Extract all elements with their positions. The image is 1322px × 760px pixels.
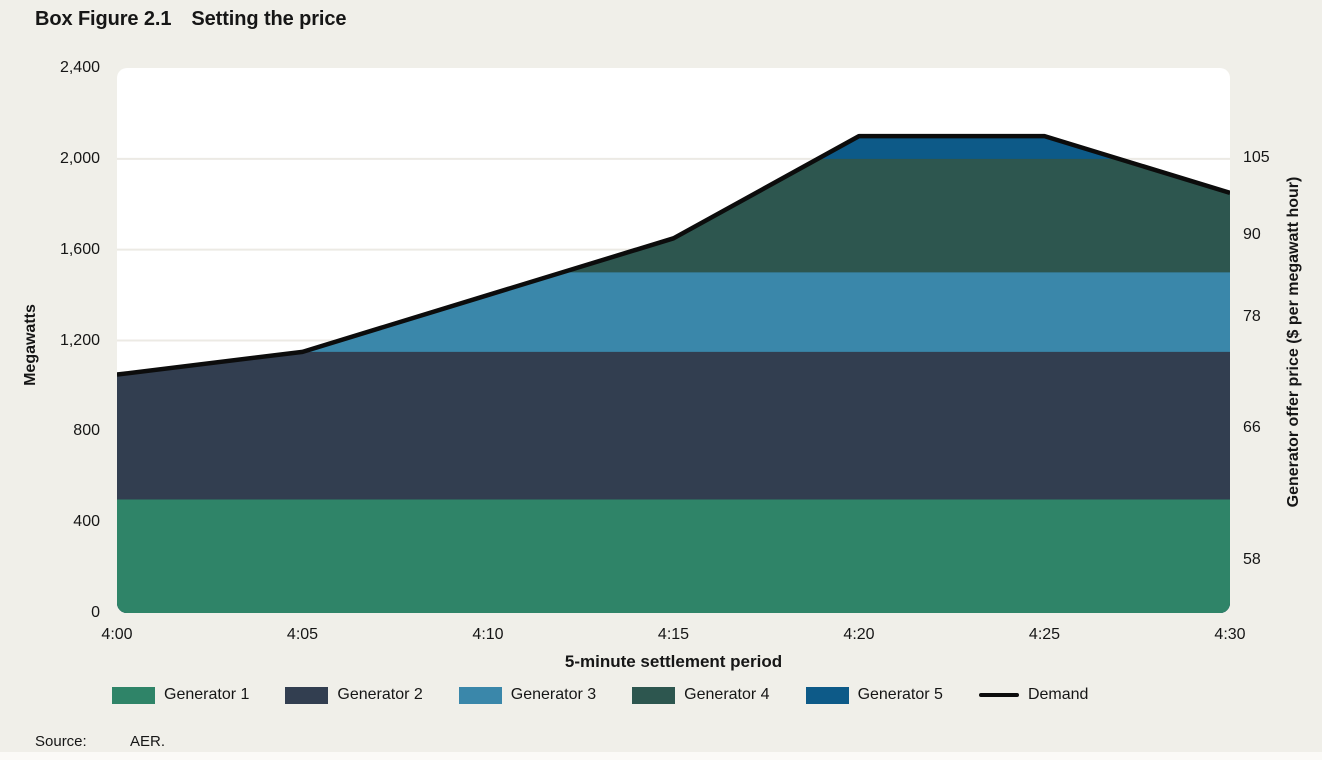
y-left-tick-800: 800 (73, 422, 100, 440)
y-right-tick-105: 105 (1243, 148, 1270, 166)
legend: Generator 1 Generator 2 Generator 3 Generat… (112, 686, 1088, 704)
legend-swatch (805, 686, 849, 704)
source-label: Source: (35, 733, 87, 750)
legend-swatch (458, 686, 502, 704)
figure-title: Box Figure 2.1 Setting the price (35, 8, 347, 31)
x-tick-4:15: 4:15 (657, 626, 690, 643)
x-tick-4:25: 4:25 (1028, 626, 1061, 643)
demand-line (117, 133, 1230, 377)
legend-label: Generator 1 (164, 686, 250, 703)
legend-item-generator-3: Generator 3 (458, 686, 597, 704)
y-right-tick-66: 66 (1243, 418, 1261, 436)
y-right-tick-58: 58 (1243, 551, 1261, 569)
x-tick-4:30: 4:30 (1214, 626, 1246, 643)
legend-label: Generator 4 (684, 686, 770, 703)
source-line: Source: AER. (35, 733, 165, 750)
y-left-tick-0: 0 (91, 604, 100, 621)
legend-label: Generator 5 (857, 686, 943, 703)
y-right-tick-90: 90 (1243, 225, 1261, 243)
x-tick-4:05: 4:05 (286, 626, 319, 643)
legend-item-generator-2: Generator 2 (285, 686, 423, 704)
legend-label: Demand (1027, 686, 1089, 703)
y-left-tick-1,200: 1,200 (59, 331, 100, 349)
y-left-tick-1,600: 1,600 (59, 240, 100, 258)
legend-item-generator-1: Generator 1 (112, 686, 249, 704)
x-tick-4:20: 4:20 (843, 626, 875, 643)
legend-item-generator-4: Generator 4 (632, 686, 770, 704)
legend-demand-line-swatch (978, 693, 1019, 697)
legend-swatch (632, 686, 676, 704)
y-left-tick-400: 400 (73, 513, 100, 531)
figure-number: Box Figure 2.1 (35, 8, 172, 30)
legend-swatch (285, 686, 329, 704)
area-generator-1 (117, 499, 1230, 613)
source-value: AER. (130, 733, 166, 750)
legend-item-generator-5: Generator 5 (805, 686, 943, 704)
y-left-tick-2,400: 2,400 (59, 59, 100, 76)
legend-label: Generator 3 (510, 686, 597, 703)
y-left-tick-2,000: 2,000 (59, 149, 100, 167)
legend-item-demand: Demand (978, 686, 1089, 704)
y-axis-title-offer-price: Generator offer price ($ per megawatt ho… (1285, 176, 1302, 508)
legend-label: Generator 2 (337, 686, 423, 703)
page-edge-strip (0, 752, 1322, 760)
x-axis-title: 5-minute settlement period (564, 652, 783, 671)
figure-name: Setting the price (191, 8, 347, 30)
y-right-tick-78: 78 (1243, 307, 1261, 325)
legend-swatch (112, 686, 155, 704)
x-tick-4:10: 4:10 (472, 626, 504, 643)
x-tick-4:00: 4:00 (101, 626, 133, 643)
